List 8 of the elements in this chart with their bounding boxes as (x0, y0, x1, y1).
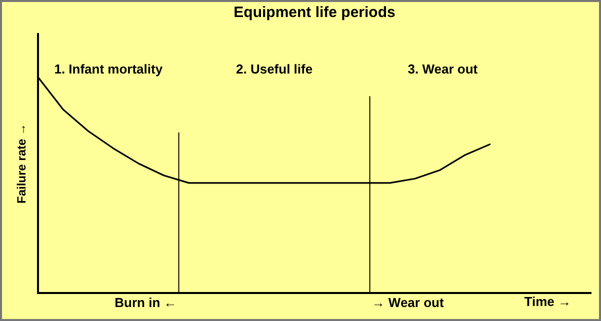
chart-title: Equipment life periods (234, 4, 396, 22)
text: 3. Wear out (408, 62, 478, 77)
text: 1. Infant mortality (54, 62, 164, 77)
x-axis-title: Time → (524, 294, 571, 310)
y-axis-title: Failure rate → (14, 123, 28, 204)
text: Burn in ← (114, 295, 177, 310)
text: → Wear out (372, 295, 444, 310)
text: 2. Useful life (236, 62, 313, 77)
